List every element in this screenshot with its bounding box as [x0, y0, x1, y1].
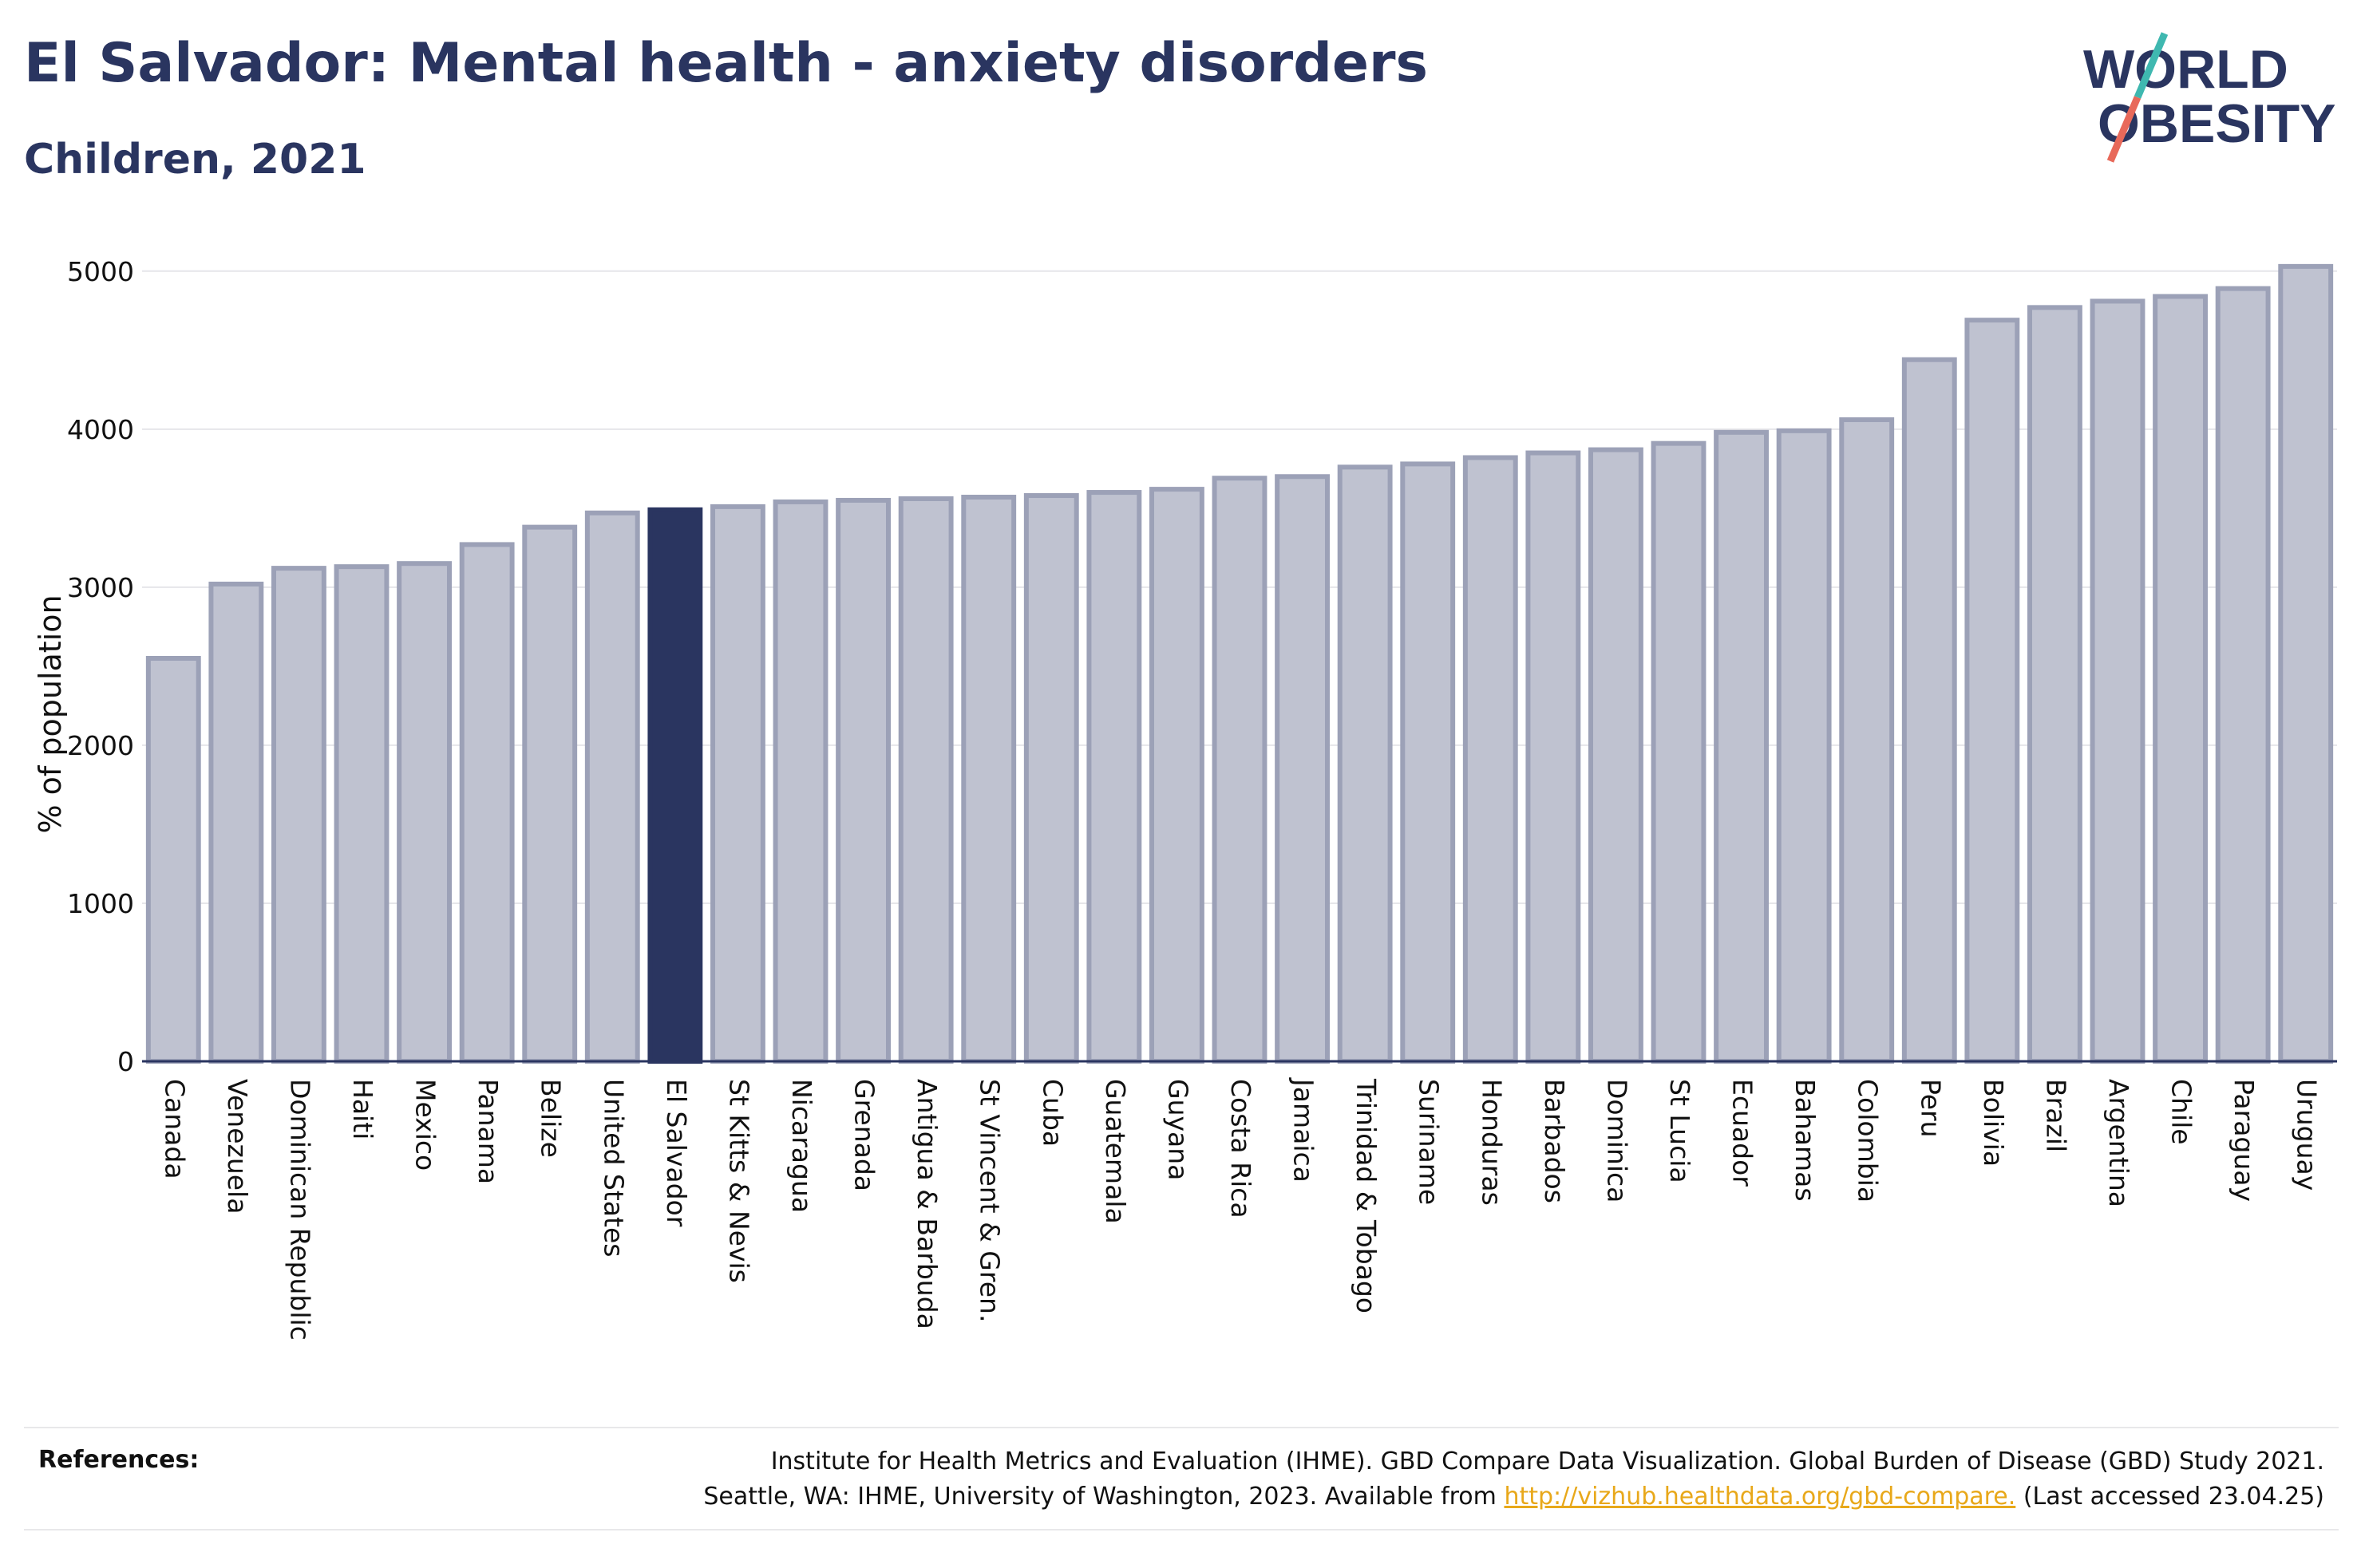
references-text: Institute for Health Metrics and Evaluat… — [703, 1444, 2324, 1515]
x-tick-label: El Salvador — [661, 1079, 692, 1227]
bar — [710, 504, 765, 1064]
bar — [208, 581, 264, 1064]
x-tick-label: Barbados — [1539, 1079, 1570, 1203]
bar — [898, 496, 954, 1064]
x-tick-label: Costa Rica — [1225, 1079, 1256, 1218]
y-tick-label: 1000 — [67, 888, 134, 919]
x-tick-label: Chile — [2166, 1079, 2197, 1145]
bar — [1525, 450, 1581, 1064]
x-tick-label: Nicaragua — [786, 1079, 817, 1213]
bar — [1086, 490, 1142, 1064]
x-tick-label: Haiti — [347, 1079, 378, 1139]
x-tick-label: St Vincent & Gren. — [975, 1079, 1006, 1322]
x-tick-label: St Lucia — [1664, 1079, 1695, 1183]
x-tick-label: Paraguay — [2229, 1079, 2260, 1202]
x-tick-label: Honduras — [1476, 1079, 1507, 1206]
x-tick-label: Guatemala — [1100, 1079, 1131, 1224]
reference-line-2-suffix: (Last accessed 23.04.25) — [2023, 1483, 2324, 1511]
x-tick-label: Belize — [536, 1079, 567, 1158]
bar — [2027, 305, 2082, 1064]
x-tick-label: Colombia — [1853, 1079, 1884, 1203]
bar — [334, 564, 390, 1064]
x-tick-label: Bahamas — [1790, 1079, 1821, 1202]
bar — [522, 524, 578, 1064]
bar — [961, 495, 1017, 1064]
bar — [1023, 493, 1079, 1064]
x-tick-label: Dominican Republic — [284, 1079, 315, 1341]
y-tick-label: 0 — [117, 1046, 134, 1077]
reference-link[interactable]: http://vizhub.healthdata.org/gbd-compare… — [1504, 1483, 2016, 1511]
bar — [1901, 357, 1957, 1064]
x-tick-label: Ecuador — [1727, 1079, 1758, 1187]
bar — [1651, 440, 1706, 1064]
x-tick-label: Mexico — [410, 1079, 441, 1171]
bar — [1839, 417, 1895, 1064]
bar — [1400, 461, 1456, 1064]
reference-line-1: Institute for Health Metrics and Evaluat… — [770, 1448, 2324, 1475]
bar — [2090, 298, 2145, 1064]
references-label: References: — [38, 1446, 200, 1474]
logo-line-1: WORLD — [2083, 39, 2288, 100]
y-axis-ticks: 0 1000 2000 3000 4000 5000 — [67, 256, 134, 1077]
x-tick-label: Venezuela — [222, 1079, 253, 1214]
bar — [145, 656, 201, 1064]
reference-line-2-prefix: Seattle, WA: IHME, University of Washing… — [703, 1483, 1497, 1511]
x-tick-label: Cuba — [1037, 1079, 1068, 1147]
bar — [1776, 428, 1832, 1064]
x-tick-label: St Kitts & Nevis — [723, 1079, 754, 1283]
bar — [271, 566, 326, 1064]
y-tick-label: 3000 — [67, 572, 134, 603]
logo-slash-bottom — [2106, 96, 2142, 163]
x-tick-label: United States — [598, 1079, 629, 1257]
y-tick-label: 5000 — [67, 256, 134, 287]
bar — [397, 561, 452, 1064]
x-tick-label: Antigua & Barbuda — [912, 1079, 943, 1329]
references-box: References: Institute for Health Metrics… — [24, 1427, 2339, 1530]
y-axis-title: % of population — [33, 594, 68, 833]
bar — [2215, 286, 2271, 1064]
bar — [1714, 429, 1769, 1064]
bars — [145, 263, 2334, 1064]
x-tick-label: Brazil — [2040, 1079, 2071, 1152]
bar — [1149, 487, 1204, 1064]
reference-line-2: Seattle, WA: IHME, University of Washing… — [703, 1479, 2324, 1515]
x-tick-label: Jamaica — [1288, 1077, 1319, 1183]
bar — [1337, 464, 1393, 1064]
chart-title: El Salvador: Mental health - anxiety dis… — [24, 32, 1429, 95]
x-tick-label: Suriname — [1414, 1079, 1445, 1205]
x-tick-label: Dominica — [1601, 1079, 1632, 1203]
world-obesity-logo: WORLD OBESITY — [2083, 32, 2336, 163]
x-tick-label: Peru — [1915, 1079, 1946, 1138]
x-tick-label: Canada — [159, 1079, 190, 1179]
x-tick-label: Argentina — [2103, 1079, 2134, 1207]
bar — [584, 510, 640, 1064]
chart-subtitle: Children, 2021 — [24, 136, 366, 184]
x-tick-label: Trinidad & Tobago — [1351, 1078, 1382, 1313]
y-tick-label: 4000 — [67, 414, 134, 445]
bar — [1462, 455, 1518, 1064]
bar — [1964, 318, 2020, 1064]
x-tick-label: Guyana — [1162, 1079, 1193, 1180]
x-tick-label: Grenada — [849, 1079, 880, 1191]
bar — [836, 497, 891, 1064]
x-axis-labels: Canada Venezuela Dominican Republic Haiti Me… — [159, 1077, 2322, 1341]
bar — [459, 542, 515, 1064]
bar-highlighted — [647, 507, 703, 1064]
x-tick-label: Panama — [473, 1079, 504, 1184]
x-tick-label: Bolivia — [1978, 1079, 2009, 1167]
bar — [2278, 263, 2334, 1064]
y-tick-label: 2000 — [67, 730, 134, 761]
x-tick-label: Uruguay — [2292, 1079, 2323, 1191]
bar — [773, 499, 829, 1064]
bar — [1212, 476, 1268, 1064]
bar-chart: 0 1000 2000 3000 4000 5000 Canada Venezuela Dom… — [33, 256, 2337, 1341]
bar — [1588, 447, 1643, 1064]
logo-slash-top — [2134, 32, 2169, 99]
bar — [1275, 474, 1330, 1064]
bar — [2153, 294, 2208, 1064]
